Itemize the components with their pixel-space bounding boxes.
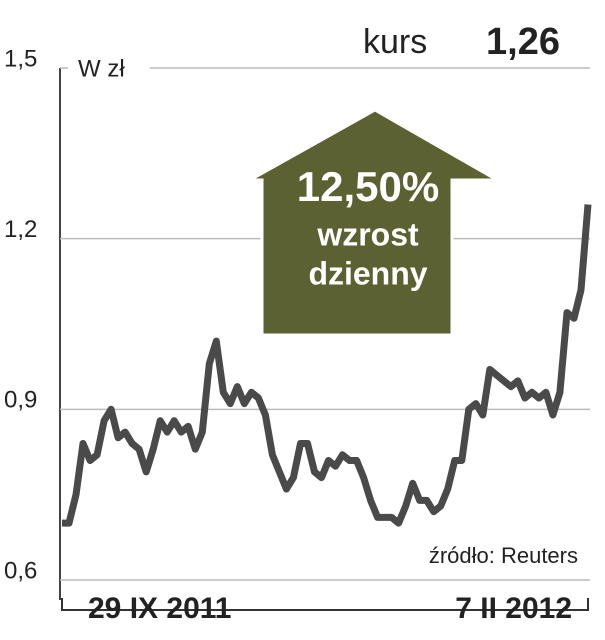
label-bg xyxy=(68,55,150,85)
x-tick-label: 29 IX 2011 xyxy=(88,592,231,625)
source-bg xyxy=(372,540,582,572)
y-tick-label: 1,2 xyxy=(4,216,37,243)
headline-label: kurs xyxy=(363,23,427,61)
headline-value: 1,26 xyxy=(486,21,560,63)
price-line xyxy=(62,204,592,527)
x-tick-label: 7 II 2012 xyxy=(455,592,572,625)
annotation: 12,50% xyxy=(297,163,439,210)
y-tick-label: 1,5 xyxy=(4,45,37,72)
arrow xyxy=(244,108,503,337)
x-bracket xyxy=(61,598,589,611)
y-axis-label: W zł xyxy=(78,55,125,82)
y-tick-label: 0,6 xyxy=(4,557,37,584)
source: źródło: Reuters xyxy=(429,543,578,568)
annotation: dzienny xyxy=(308,255,427,291)
y-tick-label: 0,9 xyxy=(4,387,37,414)
annotation: wzrost xyxy=(316,216,419,252)
